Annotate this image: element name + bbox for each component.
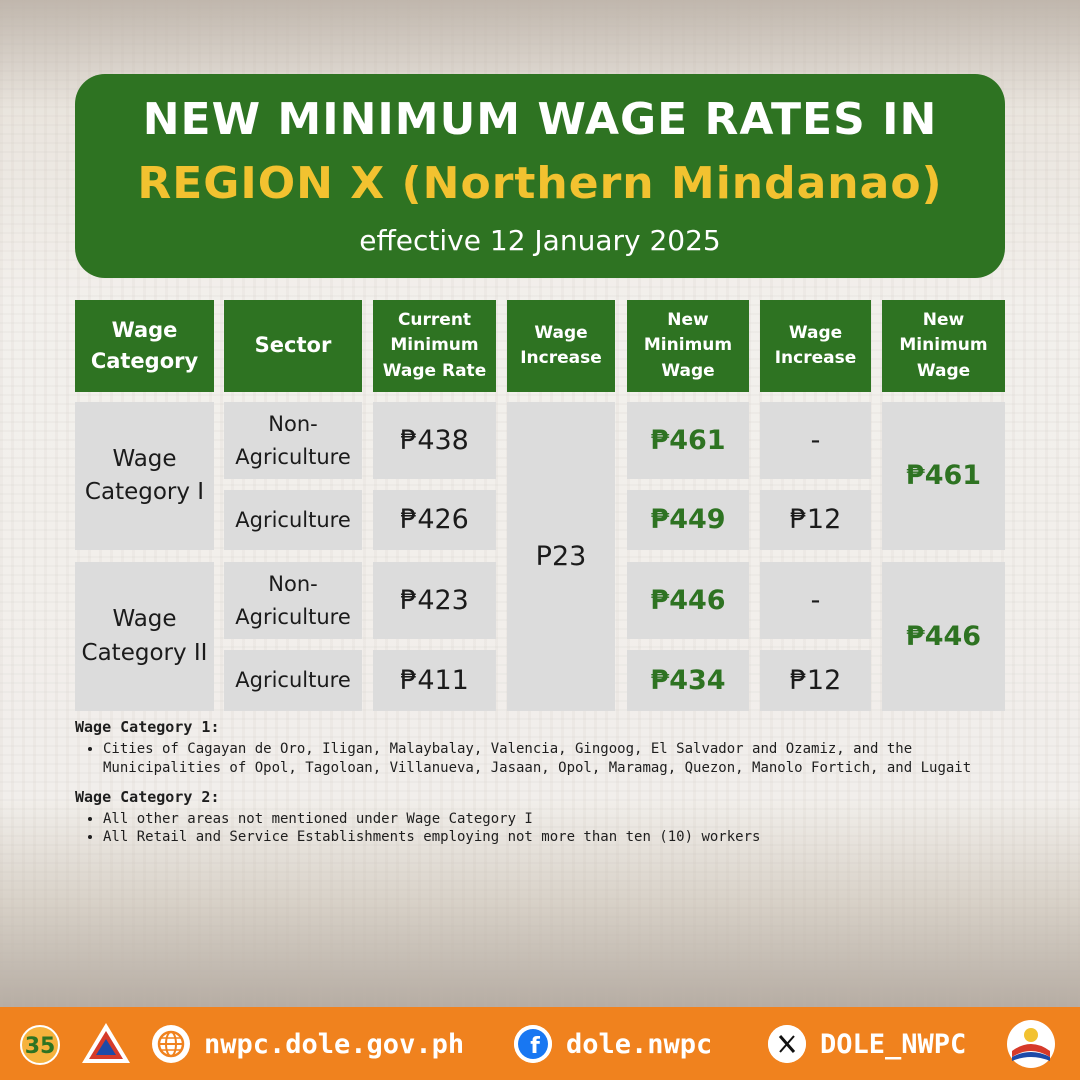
current-rate-cat2-agri: ₱411	[373, 650, 496, 711]
sector-cat2-agri: Agriculture	[224, 650, 362, 711]
increase2-cat2-agri: ₱12	[760, 650, 871, 711]
svg-text:35: 35	[25, 1034, 56, 1059]
facebook-icon: f	[514, 1025, 552, 1063]
dole-logo	[78, 1019, 134, 1069]
svg-text:f: f	[530, 1034, 540, 1059]
new-wage-cat1-agri: ₱449	[627, 490, 749, 550]
sector-cat1-agri: Agriculture	[224, 490, 362, 550]
category-1-cell: Wage Category I	[75, 402, 214, 550]
increase2-cat1-agri: ₱12	[760, 490, 871, 550]
website-link[interactable]: nwpc.dole.gov.ph	[152, 1025, 464, 1063]
effective-date: effective 12 January 2025	[359, 224, 721, 257]
header-new-minimum-wage-2: New Minimum Wage	[882, 300, 1005, 392]
x-link[interactable]: DOLE_NWPC	[768, 1025, 966, 1063]
list-item: All other areas not mentioned under Wage…	[103, 810, 1005, 829]
sector-cat1-nonagri: Non-Agriculture	[224, 402, 362, 479]
list-item: Cities of Cagayan de Oro, Iligan, Malayb…	[103, 740, 1005, 778]
notes-section: Wage Category 1: Cities of Cagayan de Or…	[75, 718, 1005, 857]
header-wage-increase-1: Wage Increase	[507, 300, 615, 392]
current-rate-cat1-nonagri: ₱438	[373, 402, 496, 479]
header-sector: Sector	[224, 300, 362, 392]
nwpc-35-logo: 35	[18, 1021, 68, 1067]
cat2-notes-title: Wage Category 2:	[75, 787, 220, 806]
globe-icon	[152, 1025, 190, 1063]
final-wage-cat2: ₱446	[882, 562, 1005, 711]
new-wage-cat2-agri: ₱434	[627, 650, 749, 711]
current-rate-cat1-agri: ₱426	[373, 490, 496, 550]
cat2-notes-list: All other areas not mentioned under Wage…	[75, 810, 1005, 848]
new-wage-cat2-nonagri: ₱446	[627, 562, 749, 639]
bagong-pilipinas-logo	[1004, 1017, 1058, 1073]
footer-bar: 35 nwpc.dole.gov.ph f	[0, 1007, 1080, 1080]
header-current-rate: Current Minimum Wage Rate	[373, 300, 496, 392]
cat1-notes-list: Cities of Cagayan de Oro, Iligan, Malayb…	[75, 740, 1005, 778]
header-wage-category: Wage Category	[75, 300, 214, 392]
increase2-cat2-nonagri: -	[760, 562, 871, 639]
category-2-cell: Wage Category II	[75, 562, 214, 711]
list-item: All Retail and Service Establishments em…	[103, 828, 1005, 847]
facebook-text: dole.nwpc	[566, 1028, 713, 1060]
header-new-minimum-wage-1: New Minimum Wage	[627, 300, 749, 392]
wage-increase-all: P23	[507, 402, 615, 711]
title-line-2: REGION X (Northern Mindanao)	[137, 158, 943, 209]
x-icon	[768, 1025, 806, 1063]
title-line-1: NEW MINIMUM WAGE RATES IN	[142, 94, 938, 145]
new-wage-cat1-nonagri: ₱461	[627, 402, 749, 479]
cat1-notes-title: Wage Category 1:	[75, 718, 220, 736]
facebook-link[interactable]: f dole.nwpc	[514, 1025, 712, 1063]
sector-cat2-nonagri: Non-Agriculture	[224, 562, 362, 639]
header-wage-increase-2: Wage Increase	[760, 300, 871, 392]
increase2-cat1-nonagri: -	[760, 402, 871, 479]
website-text: nwpc.dole.gov.ph	[204, 1028, 465, 1060]
title-banner: NEW MINIMUM WAGE RATES IN REGION X (Nort…	[75, 74, 1005, 278]
x-text: DOLE_NWPC	[820, 1028, 967, 1060]
final-wage-cat1: ₱461	[882, 402, 1005, 550]
current-rate-cat2-nonagri: ₱423	[373, 562, 496, 639]
